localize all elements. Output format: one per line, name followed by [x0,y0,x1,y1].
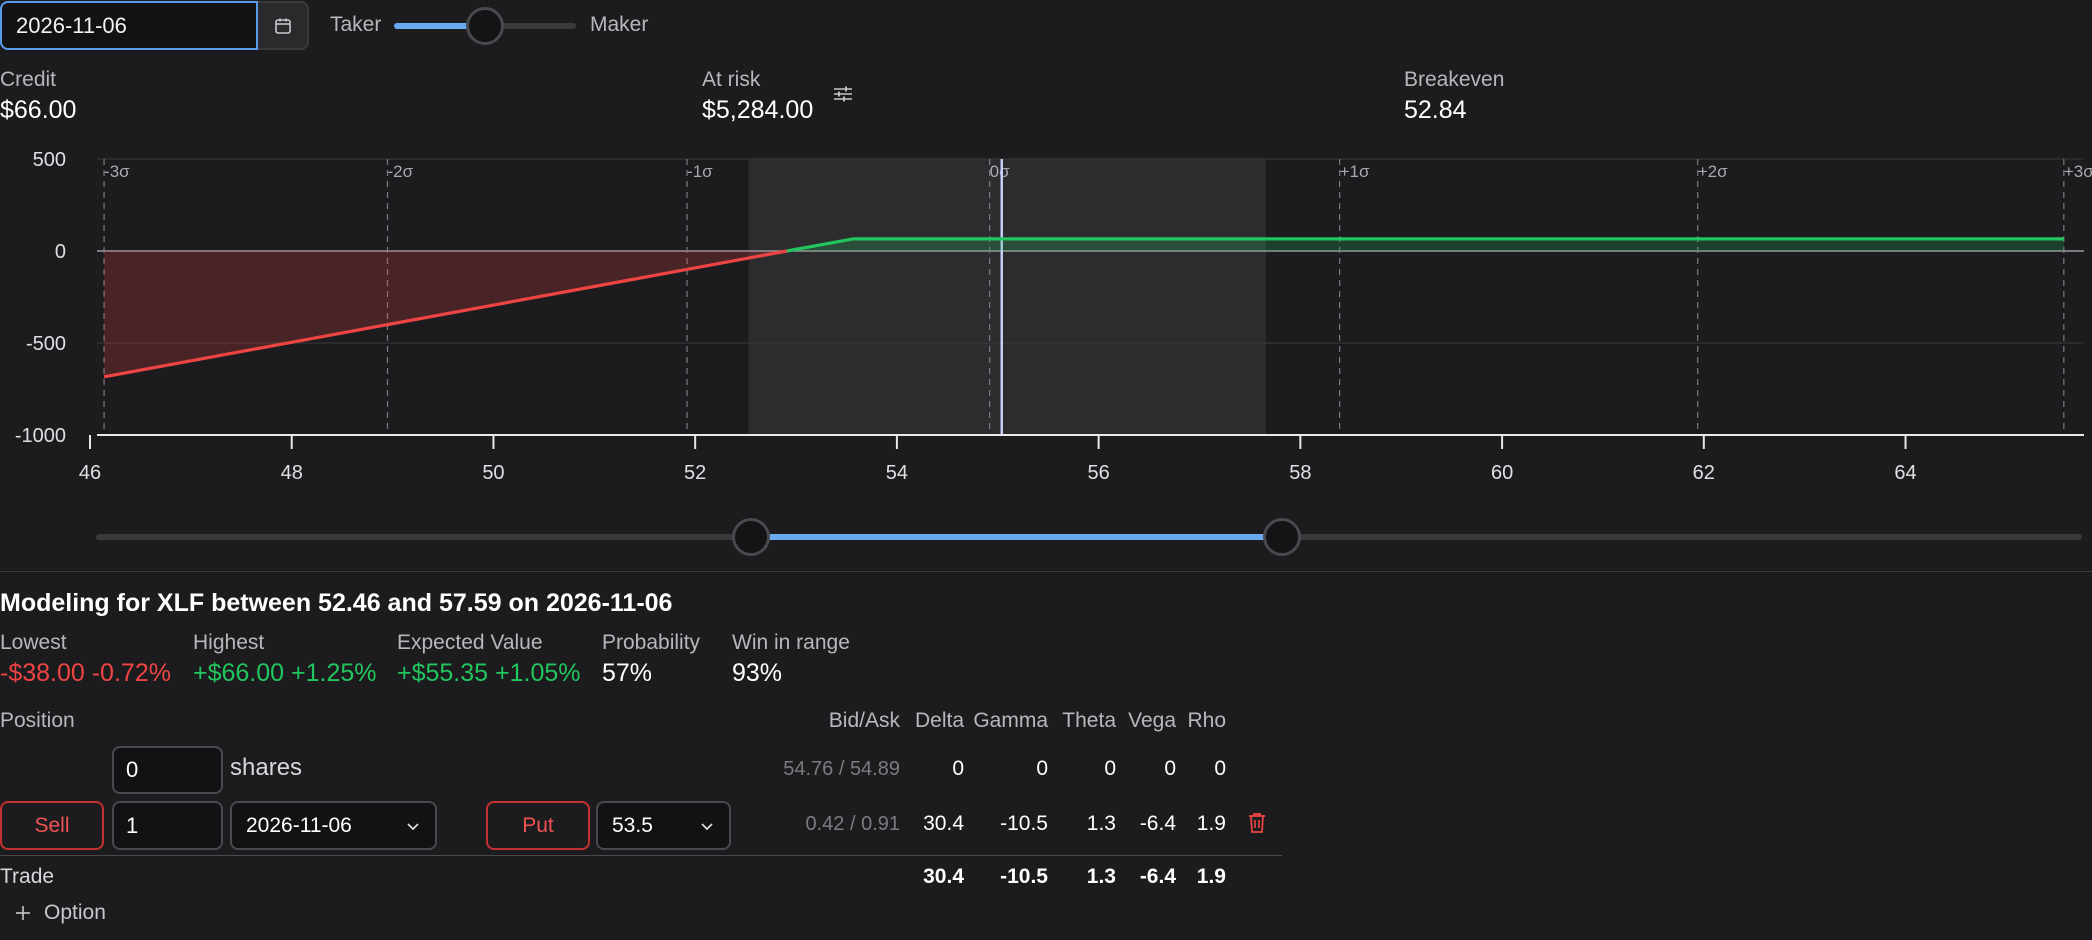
bid-ask-header: Bid/Ask [828,709,900,732]
lowest-label: Lowest [0,631,67,654]
credit-label: Credit [0,68,57,91]
x-tick-label: 62 [1693,462,1715,484]
sigma-label: -2σ [387,162,413,181]
option-expiry-value: 2026-11-06 [246,813,352,837]
trade-rho: 1.9 [1196,865,1226,888]
option-rho: 1.9 [1196,812,1226,835]
shares-vega: 0 [1164,757,1176,780]
payoff-chart[interactable]: -3σ -2σ -1σ 0σ +1σ +2σ +3σ 500 0 -500 -1000 46 48 50… [0,150,2092,500]
credit-value: $66.00 [0,96,77,124]
taker-maker-slider-thumb[interactable] [466,7,504,45]
trade-theta: 1.3 [1086,865,1116,888]
modeled-range-band [748,159,1267,435]
x-tick-label: 50 [482,462,504,484]
rho-header: Rho [1187,709,1226,732]
sigma-label: 0σ [990,162,1010,181]
chevron-down-icon [701,822,713,830]
trade-gamma: -10.5 [1000,865,1048,888]
trade-label: Trade [0,865,55,888]
option-vega: -6.4 [1139,812,1176,835]
trade-delta: 30.4 [923,865,964,888]
win-in-range-label: Win in range [732,631,850,654]
position-header: Position [0,709,75,732]
at-risk-value: $5,284.00 [702,96,814,124]
y-tick-label: -500 [26,333,66,355]
shares-bid-ask: 54.76 / 54.89 [783,758,900,780]
y-tick-label: -1000 [15,425,66,447]
calendar-button[interactable] [258,1,309,50]
theta-header: Theta [1062,709,1116,732]
gamma-header: Gamma [973,709,1048,732]
breakeven-value: 52.84 [1404,96,1467,124]
shares-theta: 0 [1104,757,1116,780]
table-divider [0,855,1282,856]
taker-label: Taker [330,13,382,36]
expiration-date-input[interactable] [0,1,258,50]
option-theta: 1.3 [1086,812,1116,835]
delta-header: Delta [914,709,964,732]
option-bid-ask: 0.42 / 0.91 [805,813,900,835]
x-tick-label: 52 [684,462,706,484]
x-tick-label: 54 [886,462,908,484]
highest-value: +$66.00 +1.25% [193,659,377,687]
profit-area [786,238,2064,251]
put-type-button[interactable]: Put [486,801,590,850]
sigma-label: -3σ [104,162,130,181]
at-risk-label: At risk [702,68,761,91]
adjust-settings-button[interactable] [832,84,854,109]
section-divider [0,571,2092,572]
calendar-icon [274,18,291,34]
expected-value-label: Expected Value [397,631,543,654]
strike-value: 53.5 [612,813,653,837]
chevron-down-icon [407,822,419,830]
range-slider-low-thumb[interactable] [732,518,771,556]
breakeven-label: Breakeven [1404,68,1505,91]
loss-area [104,251,787,377]
sliders-icon [834,86,852,102]
x-tick-label: 48 [281,462,303,484]
probability-value: 57% [602,659,653,687]
x-tick-label: 64 [1894,462,1916,484]
trade-vega: -6.4 [1139,865,1176,888]
win-in-range-value: 93% [732,659,783,687]
x-tick-label: 58 [1289,462,1311,484]
x-tick-label: 46 [79,462,101,484]
add-option-label: Option [44,901,106,924]
probability-label: Probability [602,631,701,654]
option-gamma: -10.5 [1000,812,1048,835]
sigma-label: -1σ [687,162,713,181]
option-quantity-input[interactable] [112,801,223,850]
option-expiry-select[interactable]: 2026-11-06 [230,801,437,850]
taker-maker-slider-fill [394,23,485,29]
shares-rho: 0 [1214,757,1226,780]
x-tick-label: 56 [1088,462,1110,484]
shares-gamma: 0 [1036,757,1048,780]
range-slider-fill [751,534,1282,540]
y-tick-label: 500 [33,150,66,171]
option-delta: 30.4 [923,812,964,835]
sigma-label: +2σ [1698,162,1728,181]
expected-value-value: +$55.35 +1.05% [397,659,581,687]
sell-side-button[interactable]: Sell [0,801,104,850]
add-option-button[interactable]: Option [14,901,106,925]
strike-select[interactable]: 53.5 [596,801,731,850]
payoff-loss-line [103,249,788,379]
x-tick-label: 60 [1491,462,1513,484]
y-tick-label: 0 [55,241,66,263]
range-slider-high-thumb[interactable] [1262,518,1301,556]
trash-icon [1249,813,1265,833]
vega-header: Vega [1128,709,1176,732]
shares-quantity-input[interactable] [112,746,223,794]
shares-delta: 0 [952,757,964,780]
highest-label: Highest [193,631,265,654]
plus-icon [16,906,30,920]
delete-leg-button[interactable] [1246,811,1268,840]
sigma-label: +3σ [2064,162,2092,181]
lowest-value: -$38.00 -0.72% [0,659,171,687]
modeling-title: Modeling for XLF between 52.46 and 57.59… [0,589,673,617]
sigma-label: +1σ [1340,162,1370,181]
shares-unit-label: shares [230,754,303,781]
maker-label: Maker [590,13,649,36]
payoff-profit-line [786,237,2064,253]
